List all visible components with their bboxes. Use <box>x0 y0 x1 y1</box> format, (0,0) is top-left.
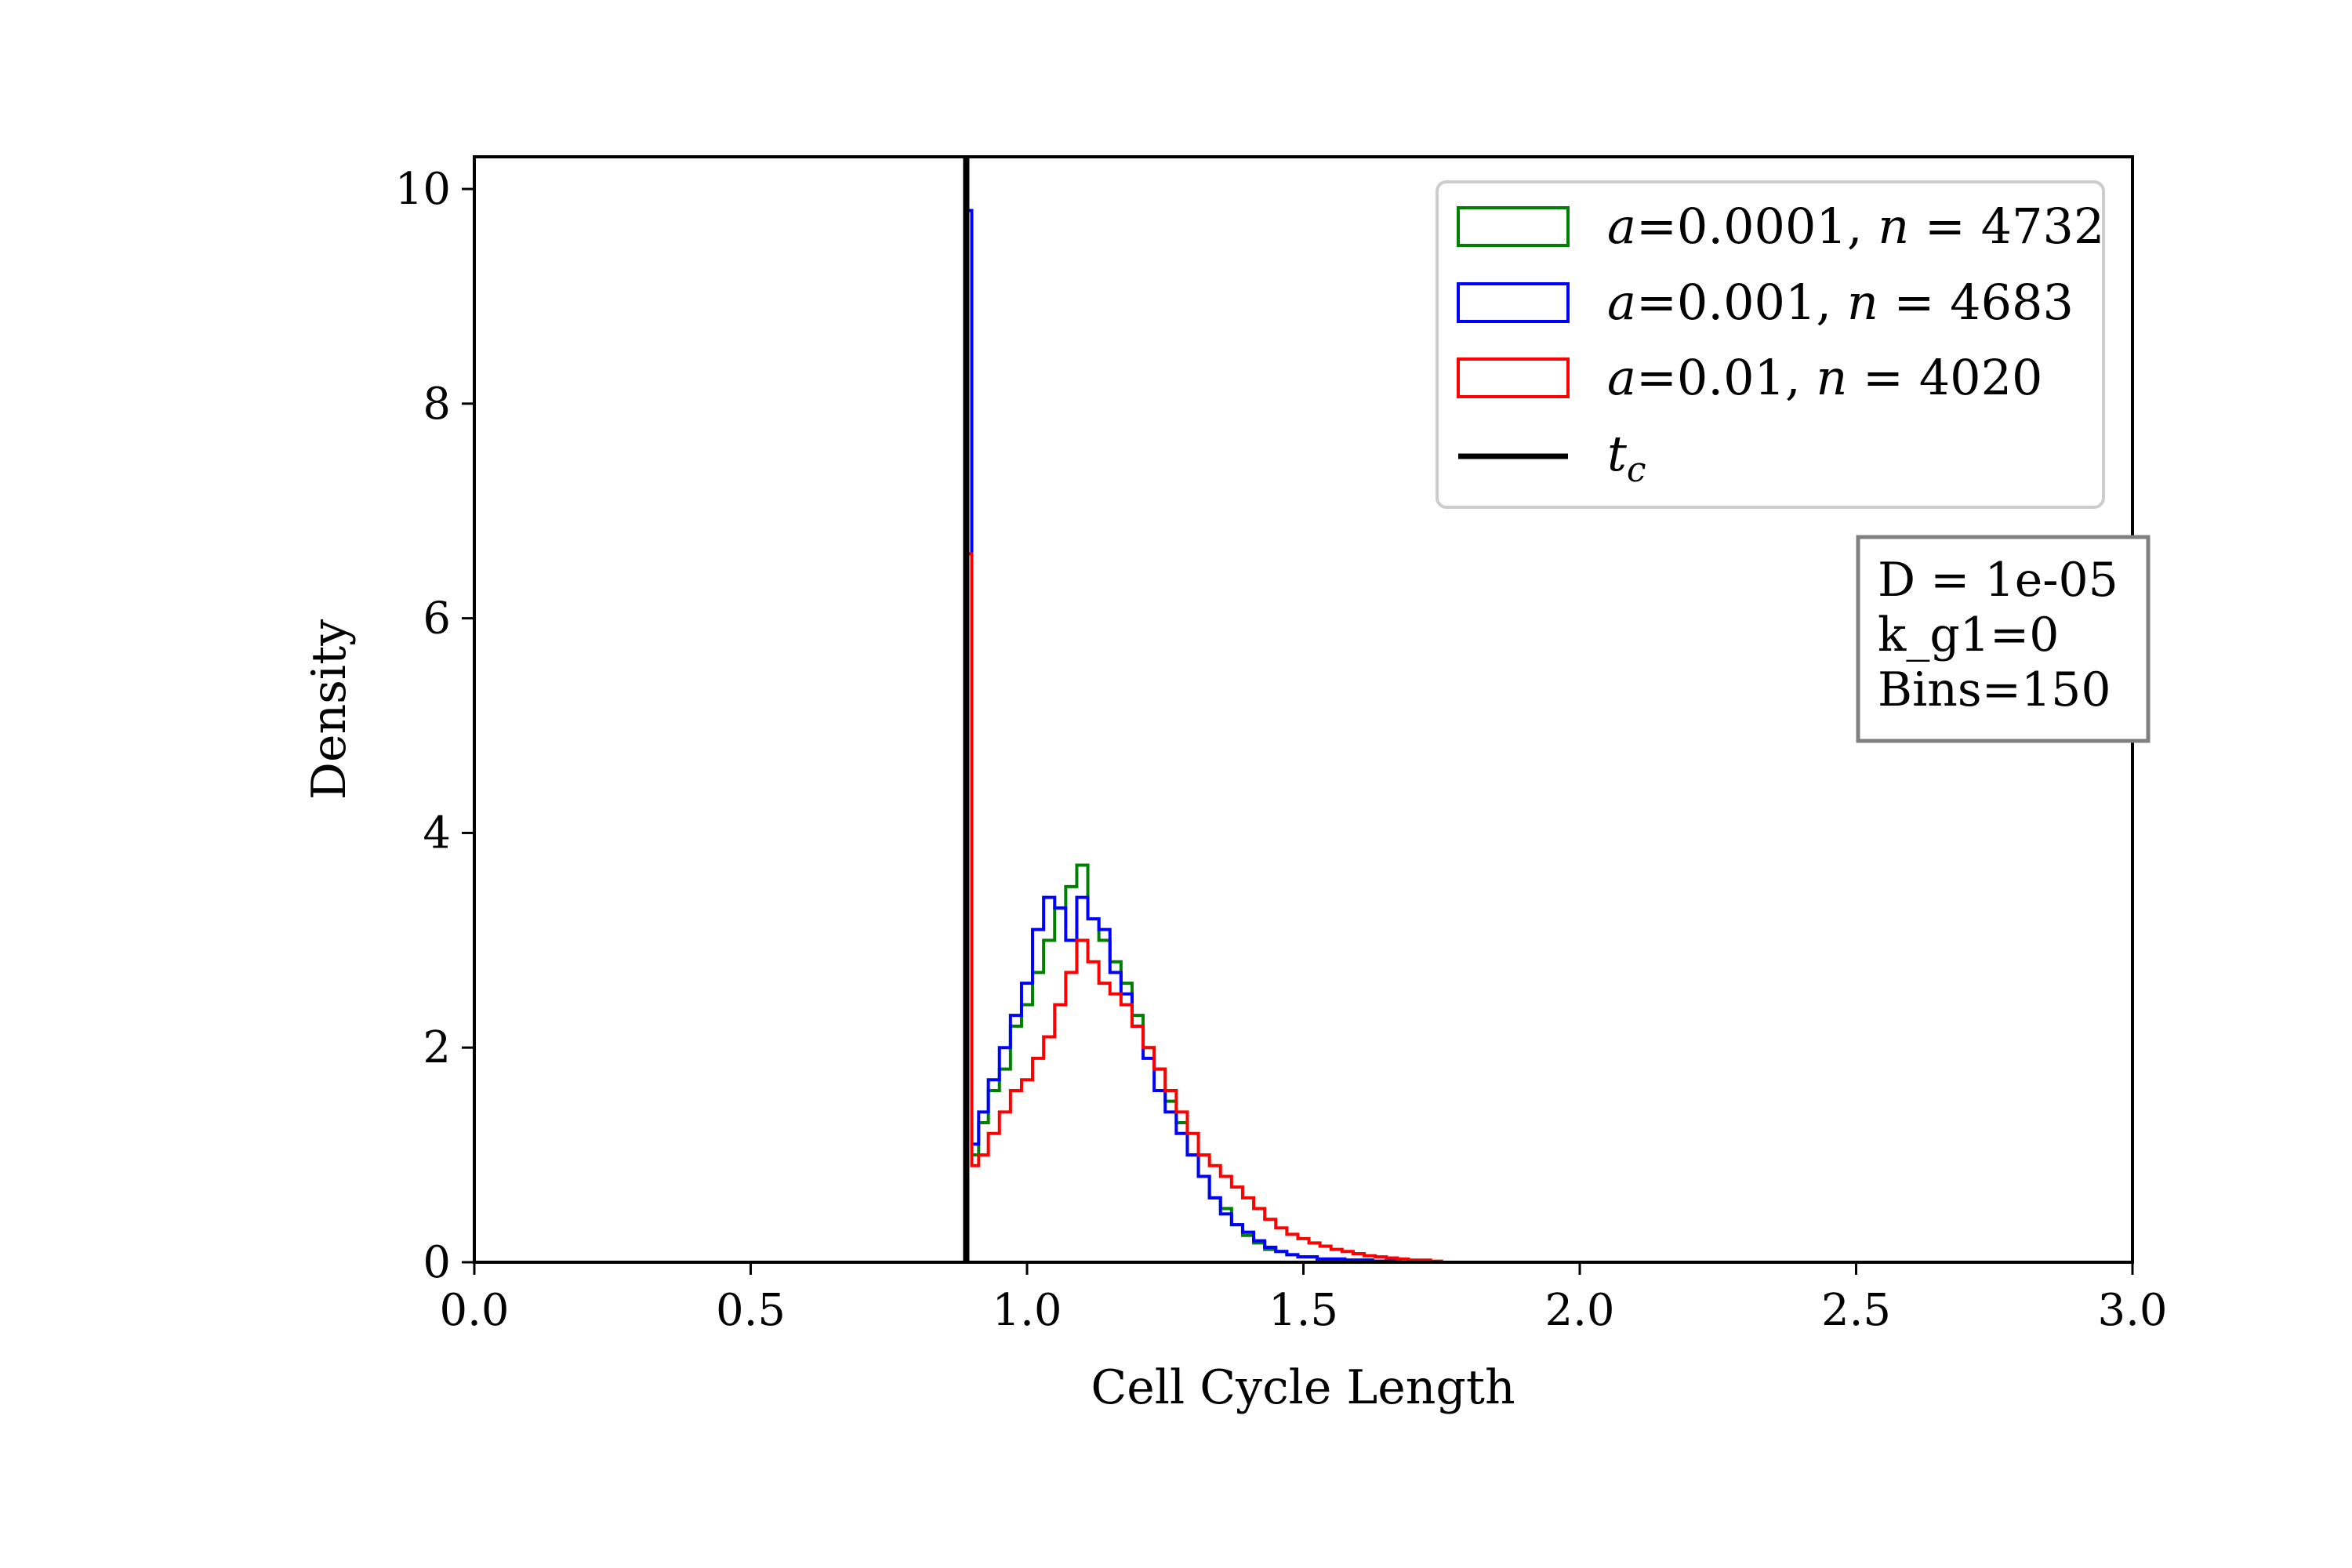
legend-swatch-series-2 <box>1457 358 1570 398</box>
histogram-series-2 <box>964 552 1443 1263</box>
x-tick-label-0: 0.0 <box>439 1285 509 1336</box>
x-tick-label-3: 1.5 <box>1269 1285 1338 1336</box>
legend-swatch-series-1 <box>1457 282 1570 323</box>
info-line-kg1: k_g1=0 <box>1878 608 2059 662</box>
x-tick-label-5: 2.5 <box>1821 1285 1891 1336</box>
y-tick-label-4: 8 <box>423 379 451 430</box>
y-tick-label-2: 4 <box>423 808 451 858</box>
info-line-bins: Bins=150 <box>1878 662 2111 717</box>
x-tick-label-6: 3.0 <box>2097 1285 2167 1336</box>
info-line-diffusion: D = 1e-05 <box>1878 553 2118 608</box>
legend: a=0.0001, n = 4732 a=0.001, n = 4683 a=0… <box>1436 180 2105 509</box>
legend-swatch-series-0 <box>1457 206 1570 247</box>
x-tick-label-4: 2.0 <box>1544 1285 1614 1336</box>
y-tick-label-3: 6 <box>423 593 451 644</box>
axes-layer: 0.0 0.5 1.0 1.5 2.0 2.5 3.0 0 2 4 6 8 10 <box>395 164 2168 1336</box>
legend-label-series-1: a=0.001, n = 4683 <box>1607 274 2074 331</box>
legend-box <box>1436 180 2105 509</box>
legend-label-vline: tc <box>1607 425 1646 490</box>
y-tick-label-1: 2 <box>423 1022 451 1073</box>
x-tick-label-2: 1.0 <box>992 1285 1062 1336</box>
info-box-frame <box>1856 535 2151 743</box>
x-tick-label-1: 0.5 <box>716 1285 786 1336</box>
y-tick-label-0: 0 <box>423 1237 451 1288</box>
legend-label-series-2: a=0.01, n = 4020 <box>1607 349 2042 406</box>
x-axis-label: Cell Cycle Length <box>1091 1360 1515 1415</box>
info-box: D = 1e-05 k_g1=0 Bins=150 <box>1856 535 2151 743</box>
series-layer <box>964 209 1443 1264</box>
y-tick-label-5: 10 <box>395 164 451 215</box>
legend-label-series-0: a=0.0001, n = 4732 <box>1607 198 2104 255</box>
y-axis-label: Density <box>302 619 357 800</box>
